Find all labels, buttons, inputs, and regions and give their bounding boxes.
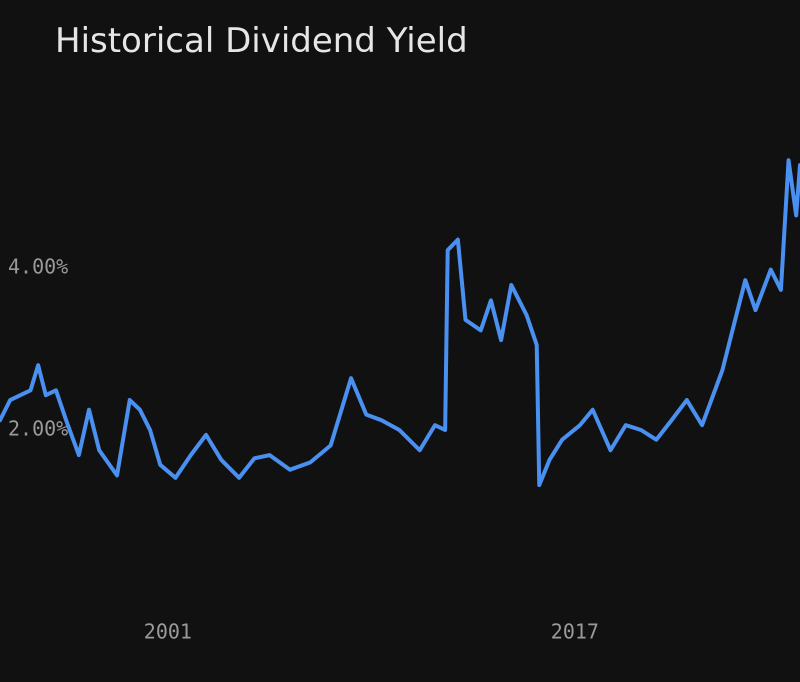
y-tick-label: 4.00% xyxy=(8,255,68,279)
x-tick-label: 2001 xyxy=(144,620,192,644)
x-tick-label: 2017 xyxy=(551,620,599,644)
chart-title: Historical Dividend Yield xyxy=(55,21,468,61)
data-line xyxy=(0,158,800,488)
y-tick-label: 2.00% xyxy=(8,417,68,441)
